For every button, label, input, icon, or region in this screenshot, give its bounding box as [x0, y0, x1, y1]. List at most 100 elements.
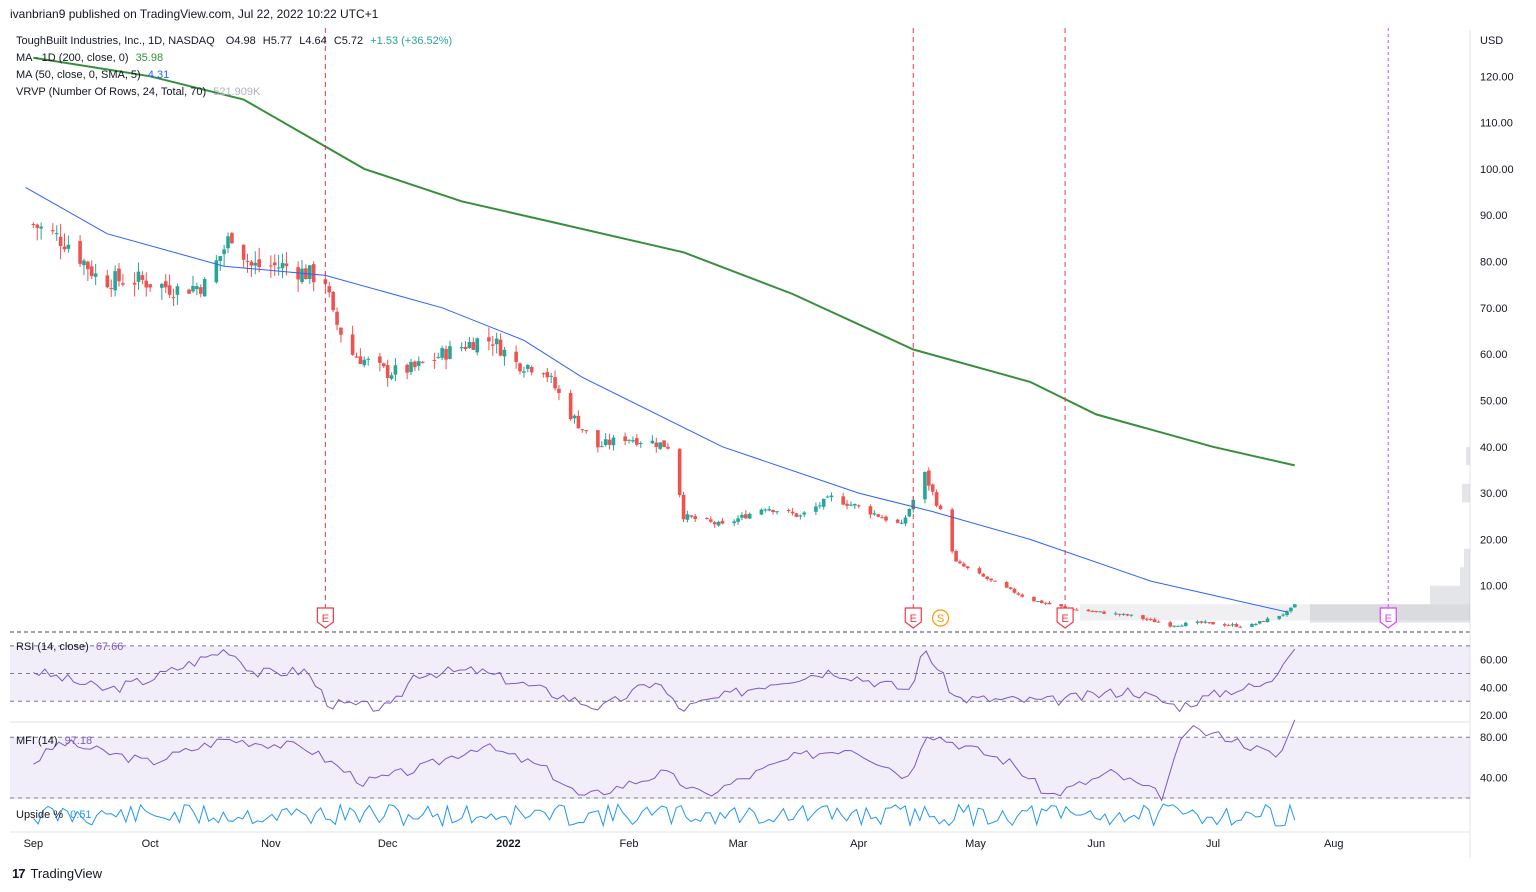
candle-body	[654, 442, 659, 447]
candle-body	[1032, 596, 1036, 602]
candle-body	[1098, 611, 1102, 613]
candle-body	[280, 263, 285, 269]
symbol-legend[interactable]: ToughBuilt Industries, Inc., 1D, NASDAQ …	[16, 35, 452, 47]
candle-body	[1289, 607, 1293, 612]
candle-body	[1226, 625, 1231, 627]
candle-body	[786, 510, 791, 512]
change-value: +1.53 (+36.52%)	[370, 35, 453, 47]
candle-body	[300, 268, 304, 283]
candle-body	[856, 505, 861, 507]
candle-body	[635, 438, 639, 445]
high-value: H5.77	[262, 35, 293, 47]
candle-body	[226, 236, 230, 249]
ma50-value: 4.31	[147, 69, 170, 81]
upside-value: 0.51	[70, 809, 92, 821]
candle-body	[1180, 625, 1184, 627]
candle-body	[693, 516, 698, 519]
vrvp-legend[interactable]: VRVP (Number Of Rows, 24, Total, 70) 521…	[16, 86, 260, 98]
rsi-legend[interactable]: RSI (14, close) 67.66	[16, 641, 123, 653]
candle-body	[362, 359, 367, 366]
footer-brand[interactable]: 17 TradingView	[12, 866, 102, 881]
candle-body	[985, 576, 990, 580]
candle-body	[876, 514, 881, 517]
price-tick-label: 10.00	[1480, 581, 1508, 593]
candle-body	[825, 496, 830, 498]
price-tick-label: 100.00	[1480, 164, 1514, 176]
price-tick-label: 20.00	[1480, 534, 1508, 546]
upside-label: Upside %	[16, 809, 64, 821]
mfi-legend[interactable]: MFI (14) 97.18	[16, 735, 92, 747]
earnings-badge-label: E	[322, 613, 329, 625]
candle-body	[490, 344, 495, 346]
candle-body	[549, 375, 553, 377]
candle-body	[927, 470, 931, 486]
candle-body	[1047, 602, 1052, 605]
candle-body	[222, 249, 226, 255]
candle-body	[681, 494, 686, 520]
candle-body	[1129, 614, 1134, 616]
published-by-line: ivanbrian9 published on TradingView.com,…	[10, 7, 379, 21]
candle-body	[82, 260, 86, 266]
candle-body	[62, 246, 67, 250]
candle-body	[958, 561, 962, 564]
candle-body	[144, 280, 149, 288]
candle-body	[954, 551, 958, 562]
candle-body	[1012, 588, 1017, 593]
candle-body	[950, 509, 954, 552]
candle-body	[794, 513, 799, 517]
mfi-value: 97.18	[64, 735, 93, 747]
ma200-legend[interactable]: MA · 1D (200, close, 0) 35.98	[16, 52, 163, 64]
candle-body	[541, 373, 546, 375]
rsi-value: 67.66	[95, 641, 124, 653]
candle-body	[841, 496, 845, 505]
upside-legend[interactable]: Upside % 0.51	[16, 809, 92, 821]
candle-body	[51, 230, 55, 232]
candle-body	[1250, 623, 1254, 627]
candle-body	[845, 503, 849, 506]
candle-body	[327, 286, 332, 293]
close-value: C5.72	[333, 35, 364, 47]
rsi-tick-label: 40.00	[1480, 682, 1508, 694]
candle-body	[1004, 582, 1009, 588]
candle-body	[1257, 621, 1262, 624]
time-tick-label: Feb	[620, 838, 639, 850]
candle-body	[498, 339, 503, 356]
price-tick-label: 90.00	[1480, 210, 1508, 222]
candle-body	[214, 260, 219, 283]
price-tick-label: 110.00	[1480, 118, 1513, 130]
ma200-label: MA · 1D (200, close, 0)	[16, 52, 129, 64]
candle-body	[962, 563, 966, 567]
volume-profile-bar	[1460, 567, 1470, 586]
candle-body	[518, 363, 522, 372]
candle-body	[720, 520, 725, 524]
time-tick-label: 2022	[496, 838, 520, 850]
ma50-legend[interactable]: MA (50, close, 0, SMA, 5) 4.31	[16, 69, 169, 81]
candle-body	[607, 439, 612, 445]
candle-body	[638, 442, 643, 444]
candle-body	[1172, 625, 1176, 627]
candle-body	[568, 392, 573, 420]
candle-body	[307, 265, 312, 280]
candle-body	[899, 522, 904, 524]
candle-body	[747, 513, 752, 519]
candle-body	[911, 499, 916, 510]
candle-body	[1145, 618, 1149, 620]
time-tick-label: Jul	[1206, 838, 1220, 850]
candle-body	[767, 509, 771, 511]
candle-body	[245, 260, 250, 262]
candle-body	[436, 356, 441, 358]
candle-body	[121, 283, 125, 285]
rsi-tick-label: 60.00	[1480, 655, 1508, 667]
earnings-badge	[1379, 607, 1397, 629]
rsi-tick-label: 20.00	[1480, 710, 1508, 722]
candle-body	[853, 503, 857, 506]
candle-body	[58, 236, 63, 247]
candle-body	[109, 287, 114, 289]
ma50-line	[25, 186, 1288, 613]
candle-body	[1207, 622, 1211, 624]
candle-body	[175, 286, 180, 295]
candle-body	[249, 261, 254, 266]
candle-body	[1094, 611, 1099, 613]
time-tick-label: May	[965, 838, 986, 850]
